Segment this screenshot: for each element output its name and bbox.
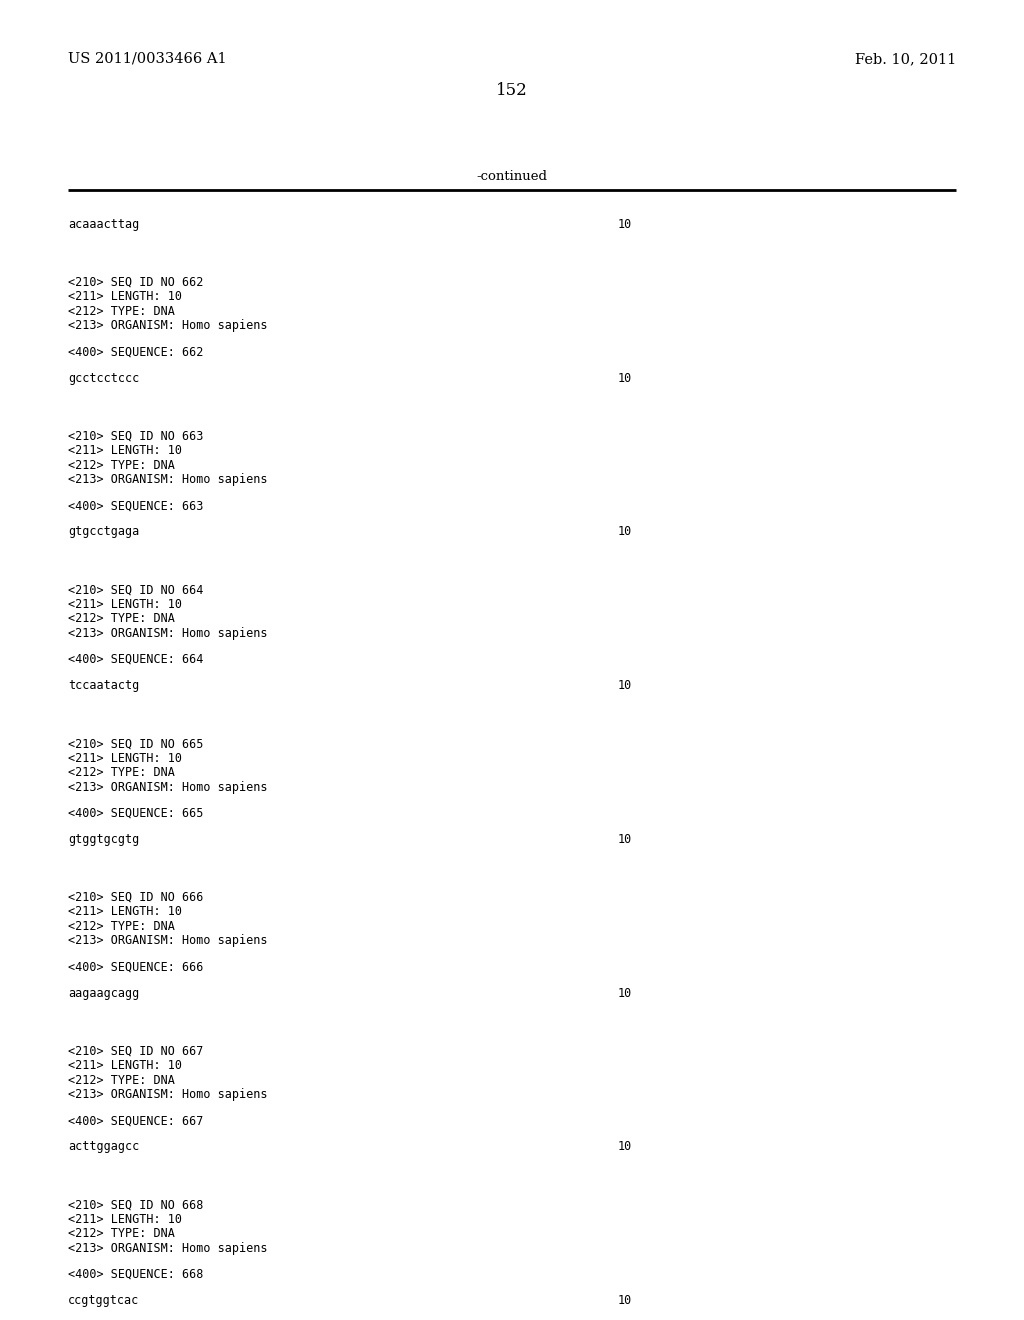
Text: 10: 10 xyxy=(618,372,632,384)
Text: -continued: -continued xyxy=(476,170,548,183)
Text: <400> SEQUENCE: 665: <400> SEQUENCE: 665 xyxy=(68,807,204,820)
Text: <212> TYPE: DNA: <212> TYPE: DNA xyxy=(68,920,175,933)
Text: <213> ORGANISM: Homo sapiens: <213> ORGANISM: Homo sapiens xyxy=(68,627,267,640)
Text: <400> SEQUENCE: 663: <400> SEQUENCE: 663 xyxy=(68,499,204,512)
Text: 10: 10 xyxy=(618,1140,632,1154)
Text: <213> ORGANISM: Homo sapiens: <213> ORGANISM: Homo sapiens xyxy=(68,935,267,948)
Text: <400> SEQUENCE: 668: <400> SEQUENCE: 668 xyxy=(68,1267,204,1280)
Text: 10: 10 xyxy=(618,678,632,692)
Text: <210> SEQ ID NO 667: <210> SEQ ID NO 667 xyxy=(68,1044,204,1057)
Text: ccgtggtcac: ccgtggtcac xyxy=(68,1294,139,1307)
Text: <211> LENGTH: 10: <211> LENGTH: 10 xyxy=(68,1213,182,1226)
Text: <212> TYPE: DNA: <212> TYPE: DNA xyxy=(68,1228,175,1241)
Text: <212> TYPE: DNA: <212> TYPE: DNA xyxy=(68,1073,175,1086)
Text: <213> ORGANISM: Homo sapiens: <213> ORGANISM: Homo sapiens xyxy=(68,1242,267,1255)
Text: 152: 152 xyxy=(496,82,528,99)
Text: <212> TYPE: DNA: <212> TYPE: DNA xyxy=(68,459,175,471)
Text: <210> SEQ ID NO 668: <210> SEQ ID NO 668 xyxy=(68,1199,204,1212)
Text: <211> LENGTH: 10: <211> LENGTH: 10 xyxy=(68,290,182,304)
Text: Feb. 10, 2011: Feb. 10, 2011 xyxy=(855,51,956,66)
Text: <210> SEQ ID NO 664: <210> SEQ ID NO 664 xyxy=(68,583,204,597)
Text: <213> ORGANISM: Homo sapiens: <213> ORGANISM: Homo sapiens xyxy=(68,1088,267,1101)
Text: acaaacttag: acaaacttag xyxy=(68,218,139,231)
Text: <212> TYPE: DNA: <212> TYPE: DNA xyxy=(68,766,175,779)
Text: 10: 10 xyxy=(618,986,632,999)
Text: <400> SEQUENCE: 667: <400> SEQUENCE: 667 xyxy=(68,1114,204,1127)
Text: <210> SEQ ID NO 666: <210> SEQ ID NO 666 xyxy=(68,891,204,904)
Text: 10: 10 xyxy=(618,1294,632,1307)
Text: <400> SEQUENCE: 666: <400> SEQUENCE: 666 xyxy=(68,961,204,973)
Text: <213> ORGANISM: Homo sapiens: <213> ORGANISM: Homo sapiens xyxy=(68,319,267,333)
Text: tccaatactg: tccaatactg xyxy=(68,678,139,692)
Text: <211> LENGTH: 10: <211> LENGTH: 10 xyxy=(68,751,182,764)
Text: 10: 10 xyxy=(618,218,632,231)
Text: <212> TYPE: DNA: <212> TYPE: DNA xyxy=(68,305,175,318)
Text: 10: 10 xyxy=(618,525,632,539)
Text: acttggagcc: acttggagcc xyxy=(68,1140,139,1154)
Text: gtggtgcgtg: gtggtgcgtg xyxy=(68,833,139,846)
Text: <211> LENGTH: 10: <211> LENGTH: 10 xyxy=(68,906,182,919)
Text: <212> TYPE: DNA: <212> TYPE: DNA xyxy=(68,612,175,626)
Text: US 2011/0033466 A1: US 2011/0033466 A1 xyxy=(68,51,226,66)
Text: gtgcctgaga: gtgcctgaga xyxy=(68,525,139,539)
Text: <213> ORGANISM: Homo sapiens: <213> ORGANISM: Homo sapiens xyxy=(68,780,267,793)
Text: <400> SEQUENCE: 662: <400> SEQUENCE: 662 xyxy=(68,346,204,359)
Text: 10: 10 xyxy=(618,833,632,846)
Text: <211> LENGTH: 10: <211> LENGTH: 10 xyxy=(68,598,182,611)
Text: <211> LENGTH: 10: <211> LENGTH: 10 xyxy=(68,1059,182,1072)
Text: <210> SEQ ID NO 663: <210> SEQ ID NO 663 xyxy=(68,430,204,442)
Text: <400> SEQUENCE: 664: <400> SEQUENCE: 664 xyxy=(68,653,204,667)
Text: <213> ORGANISM: Homo sapiens: <213> ORGANISM: Homo sapiens xyxy=(68,473,267,486)
Text: aagaagcagg: aagaagcagg xyxy=(68,986,139,999)
Text: <210> SEQ ID NO 662: <210> SEQ ID NO 662 xyxy=(68,276,204,289)
Text: gcctcctccc: gcctcctccc xyxy=(68,372,139,384)
Text: <211> LENGTH: 10: <211> LENGTH: 10 xyxy=(68,445,182,457)
Text: <210> SEQ ID NO 665: <210> SEQ ID NO 665 xyxy=(68,737,204,750)
